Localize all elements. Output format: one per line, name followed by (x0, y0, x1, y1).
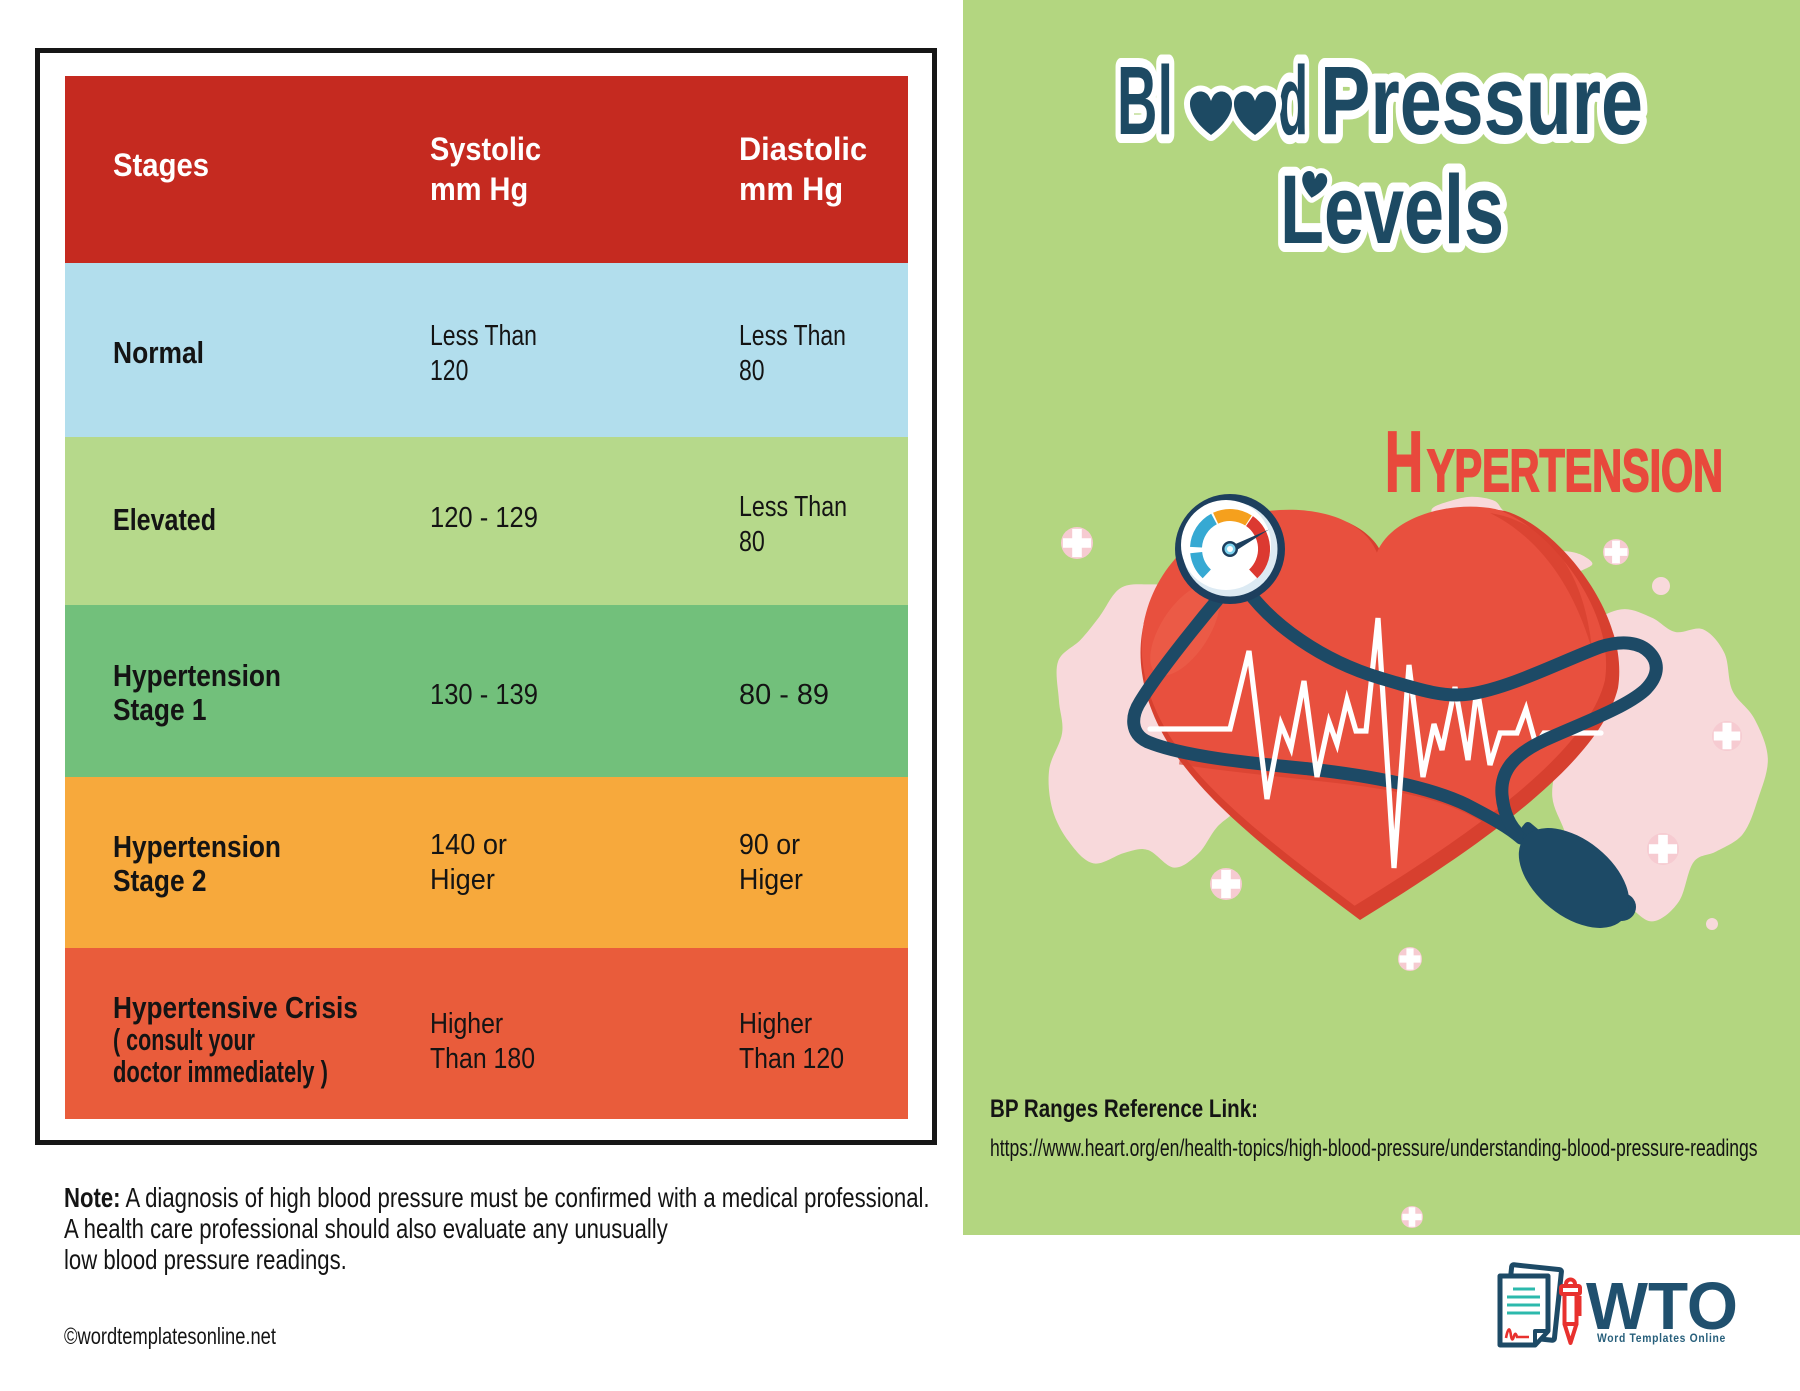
svg-text:Levels: Levels (1280, 155, 1504, 264)
svg-text:Word Templates Online: Word Templates Online (1597, 1331, 1726, 1345)
svg-text:Pressure: Pressure (1320, 46, 1643, 155)
svg-text:YPERTENSION: YPERTENSION (1427, 438, 1723, 504)
svg-text:Bl: Bl (1117, 46, 1173, 155)
svg-text:WTO: WTO (1586, 1269, 1738, 1344)
svg-text:d: d (1278, 46, 1308, 155)
svg-text:H: H (1385, 415, 1423, 510)
